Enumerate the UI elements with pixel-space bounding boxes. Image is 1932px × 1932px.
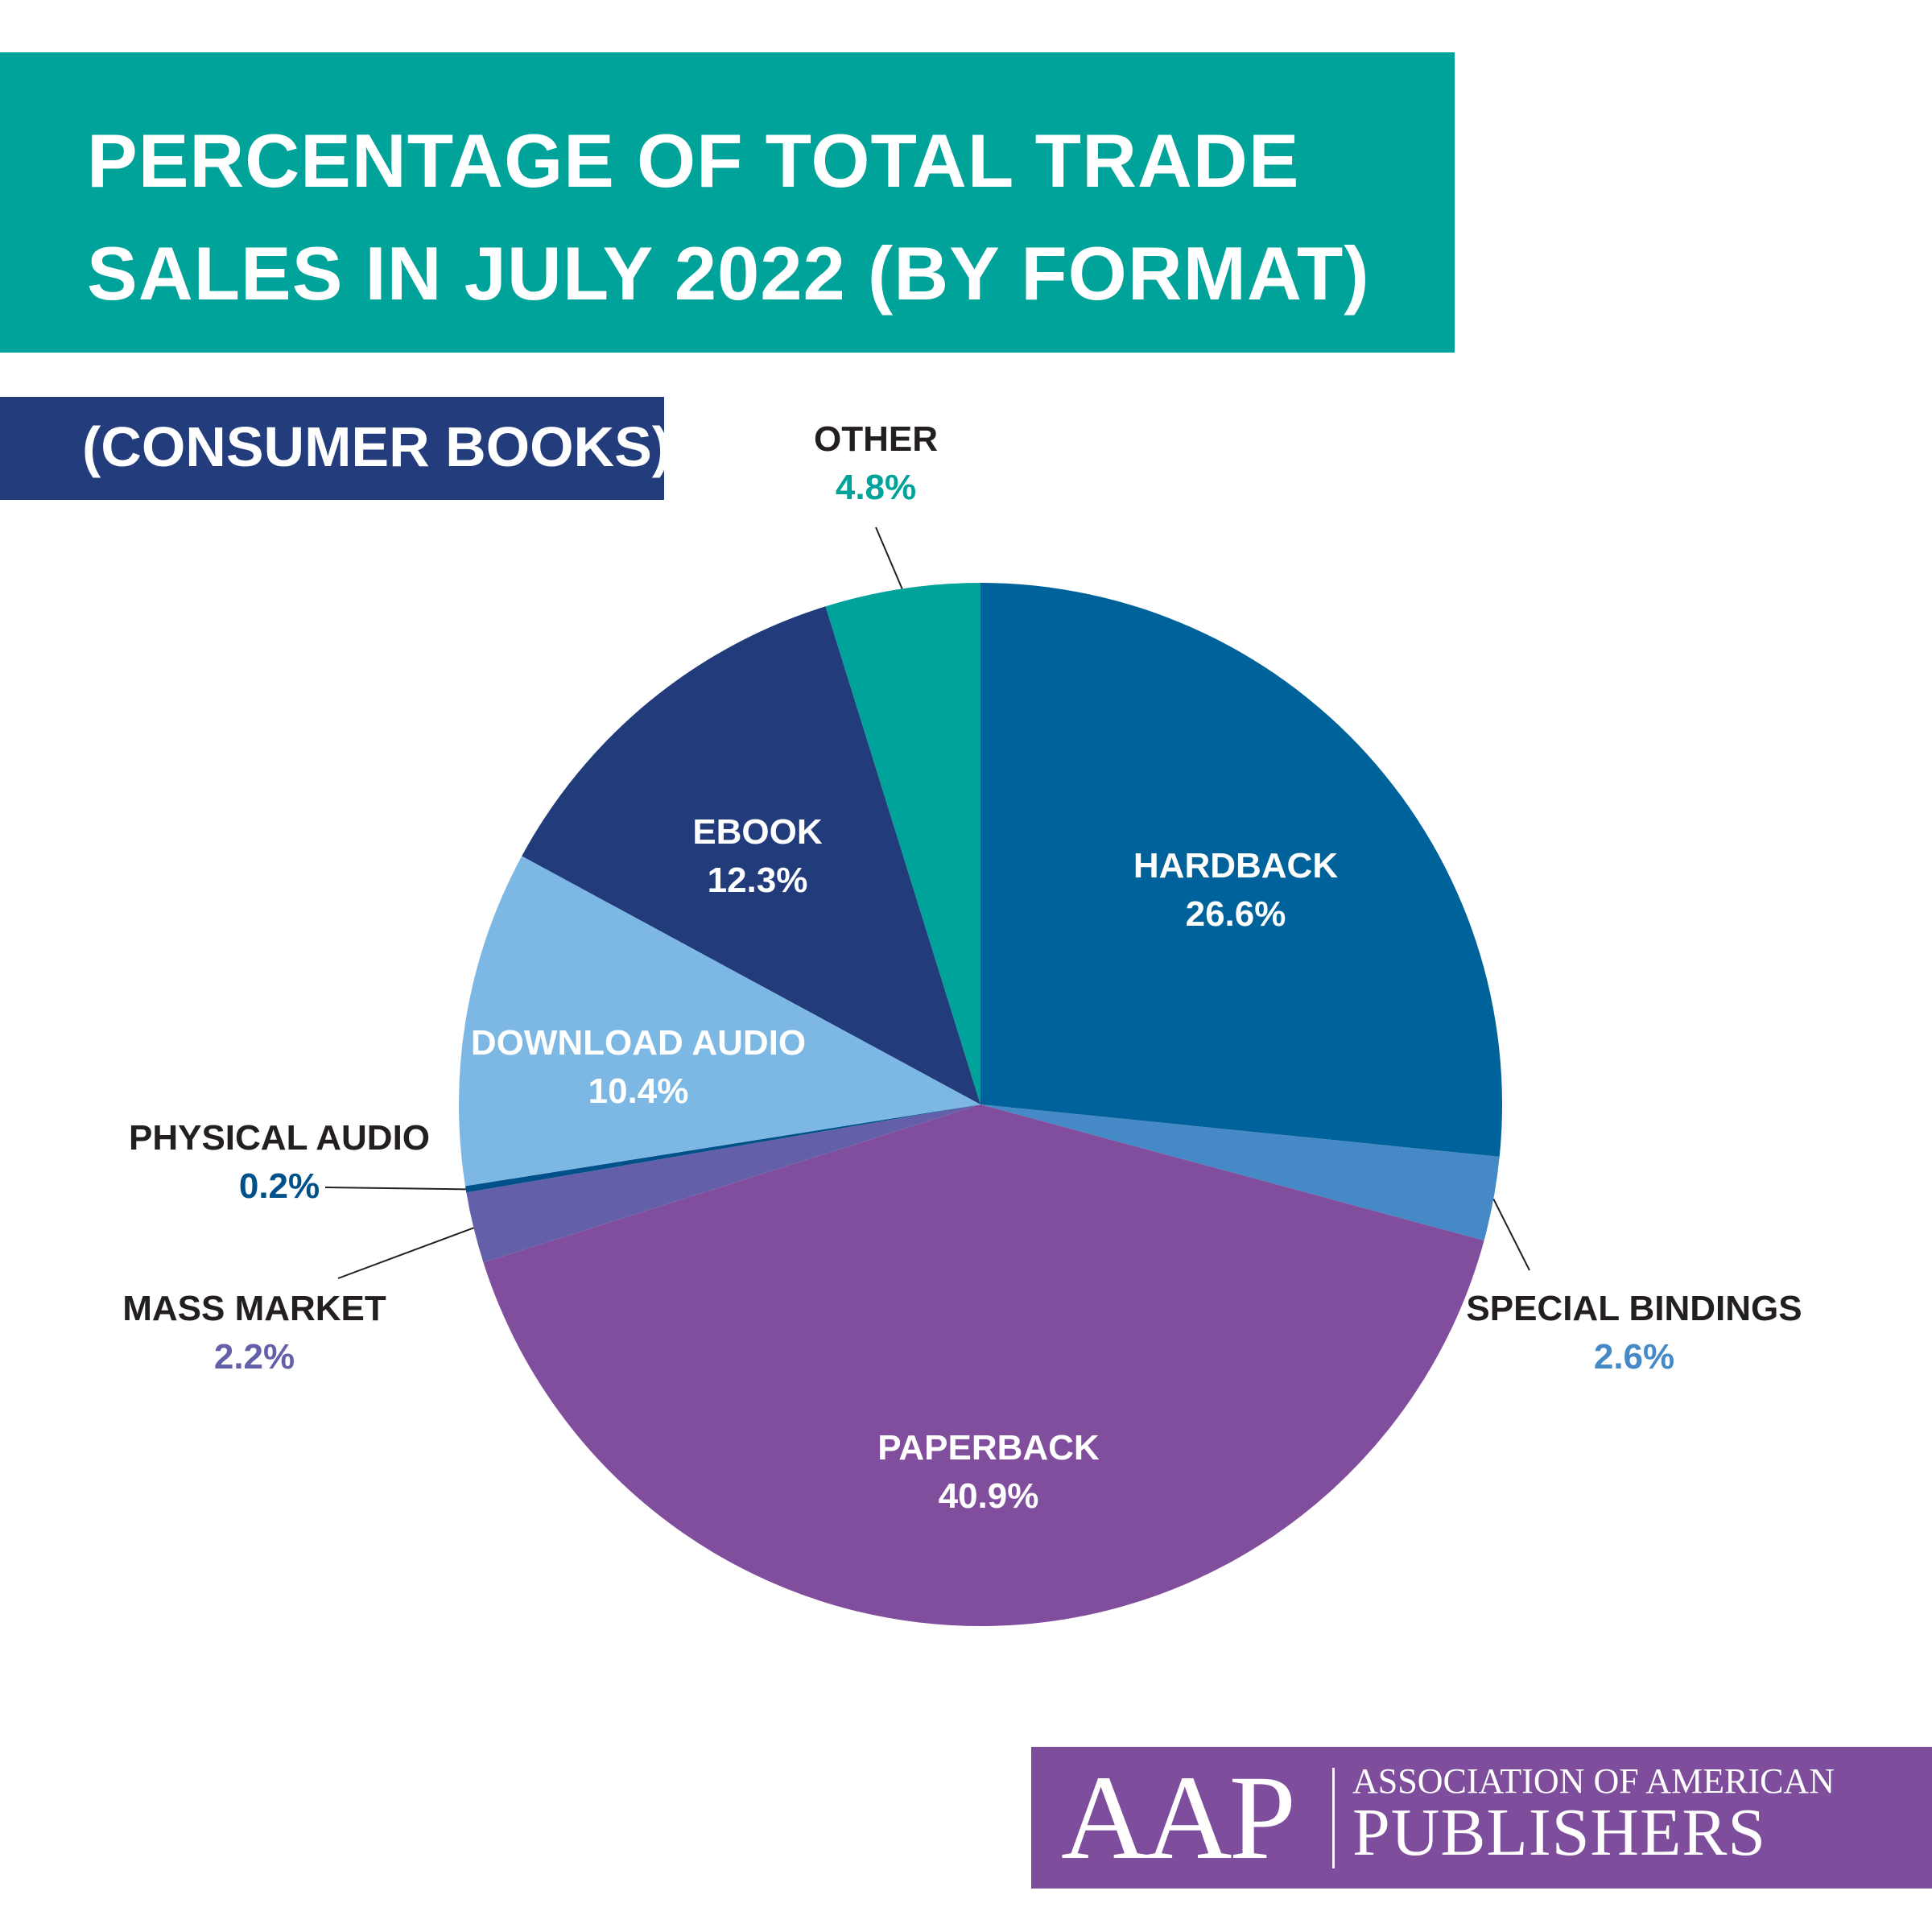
label-value-physical-audio: 0.2% (239, 1166, 320, 1206)
slice-mass-market (466, 1104, 980, 1263)
leader-physical-audio (324, 1187, 466, 1191)
leader-mass-market (337, 1227, 474, 1279)
aap-logo-mark: AAP (1061, 1751, 1296, 1885)
leader-special-bindings (1492, 1198, 1530, 1271)
slice-ebook (522, 606, 980, 1104)
label-value-paperback: 40.9% (939, 1476, 1039, 1516)
label-value-download-audio: 10.4% (588, 1071, 689, 1111)
label-value-other: 4.8% (836, 468, 916, 507)
leader-other (875, 526, 903, 589)
slice-other (825, 583, 980, 1104)
label-value-hardback: 26.6% (1186, 894, 1286, 934)
label-name-paperback: PAPERBACK (877, 1428, 1100, 1468)
chart-subtitle: (CONSUMER BOOKS) (82, 415, 671, 478)
logo-org-line2: PUBLISHERS (1352, 1795, 1767, 1870)
logo-divider (1332, 1768, 1335, 1868)
slice-special-bindings (980, 1104, 1500, 1241)
label-value-ebook: 12.3% (708, 861, 808, 900)
slice-labels: HARDBACK 26.6% SPECIAL BINDINGS 2.6% PAPERBA… (122, 419, 1802, 1516)
label-value-special-bindings: 2.6% (1594, 1337, 1674, 1377)
label-name-mass-market: MASS MARKET (122, 1289, 386, 1328)
slice-hardback (980, 583, 1503, 1158)
label-name-ebook: EBOOK (692, 812, 823, 852)
logo-org-line1: ASSOCIATION OF AMERICAN (1352, 1761, 1835, 1801)
title-banner (0, 52, 1455, 353)
slice-physical-audio (464, 1104, 980, 1193)
slice-paperback (483, 1104, 1484, 1626)
subtitle-banner (0, 397, 664, 500)
label-name-other: OTHER (814, 419, 938, 459)
label-value-mass-market: 2.2% (214, 1337, 295, 1377)
leader-lines (324, 526, 1530, 1279)
aap-logo-banner (1031, 1747, 1932, 1889)
chart-title: PERCENTAGE OF TOTAL TRADE SALES IN JULY … (87, 118, 1370, 316)
label-name-physical-audio: PHYSICAL AUDIO (129, 1118, 430, 1158)
label-name-special-bindings: SPECIAL BINDINGS (1466, 1289, 1802, 1328)
pie-slices (459, 583, 1503, 1626)
slice-download-audio (459, 856, 980, 1187)
label-name-hardback: HARDBACK (1133, 846, 1338, 886)
label-name-download-audio: DOWNLOAD AUDIO (471, 1023, 806, 1063)
